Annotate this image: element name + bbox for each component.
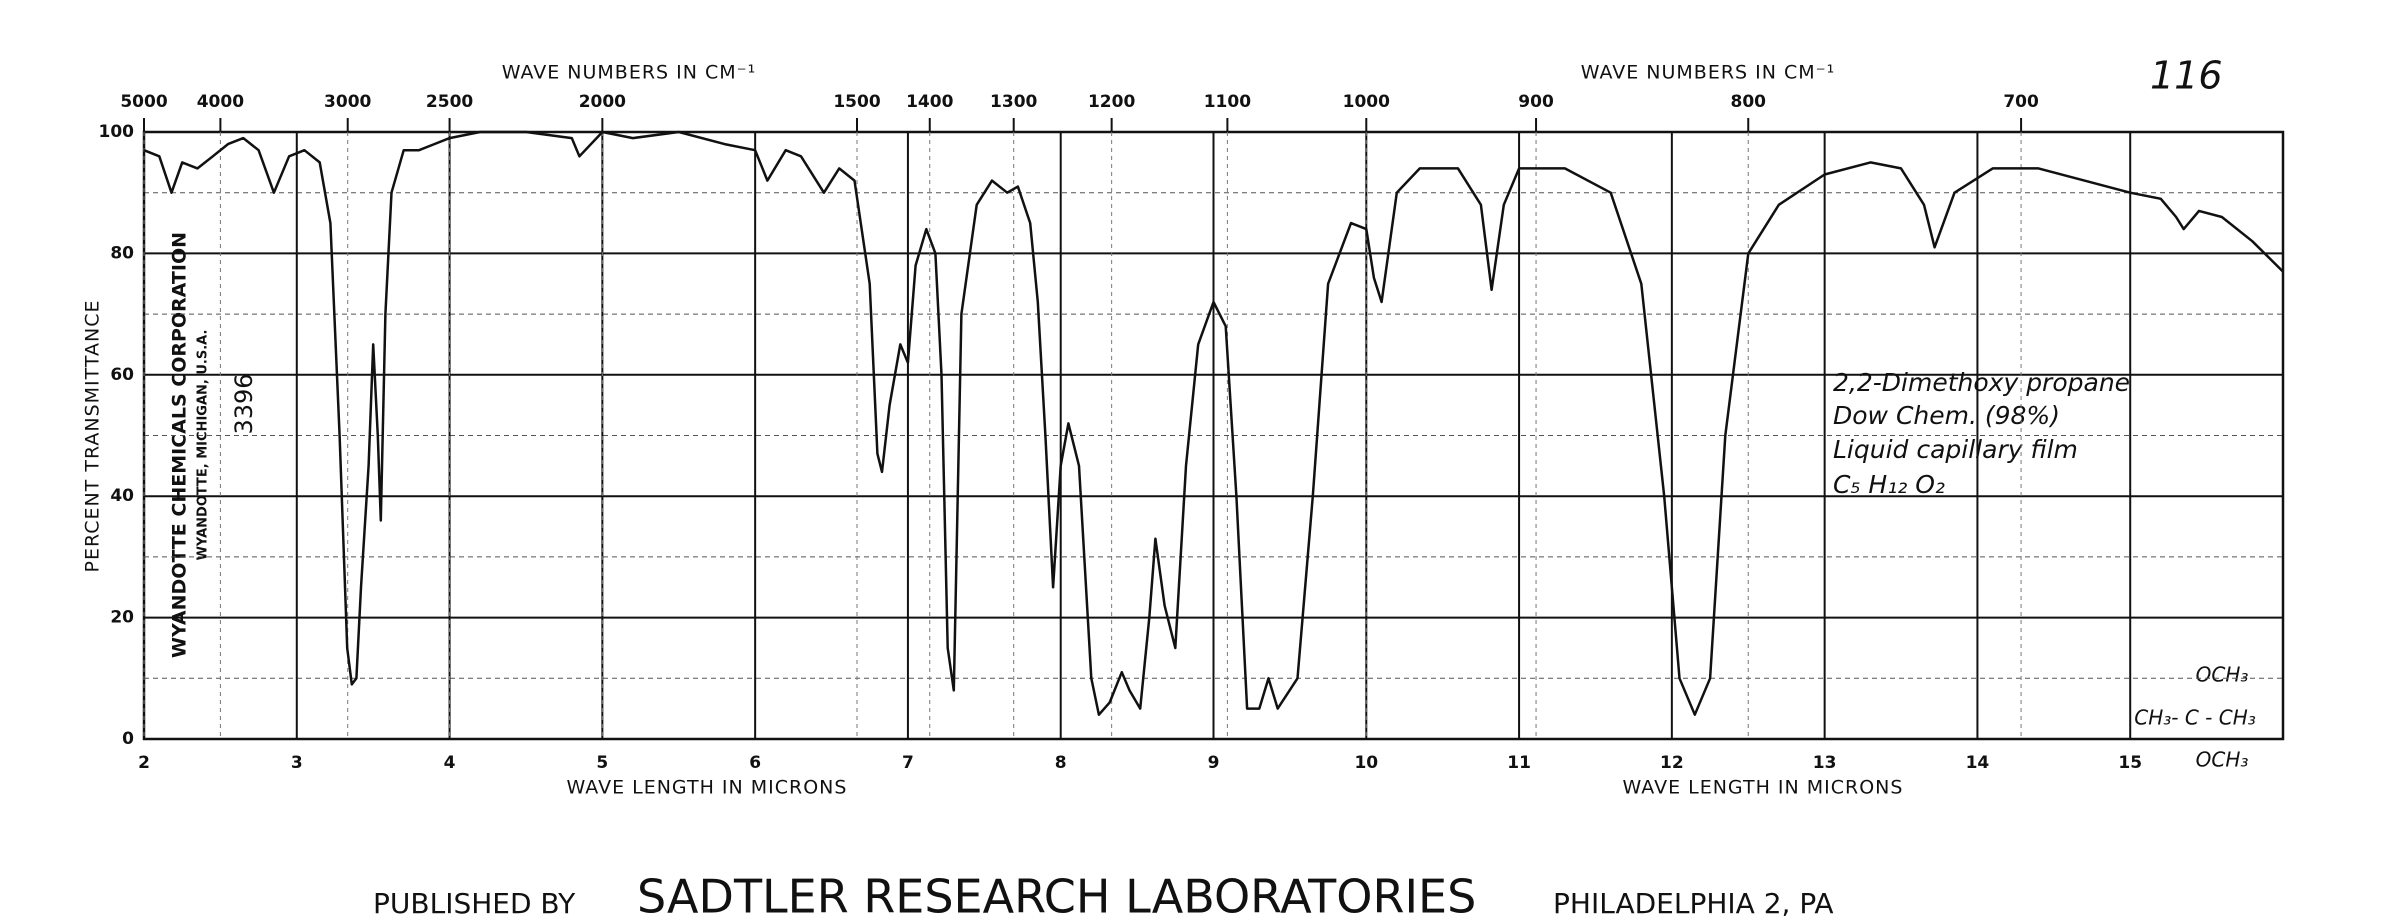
x2-tick-label: 700 <box>2003 92 2039 112</box>
x-tick-label: 7 <box>902 753 914 773</box>
catalog-number: 3396 <box>230 373 258 434</box>
x2-tick-label: 2000 <box>579 92 626 112</box>
x2-tick-label: 3000 <box>324 92 371 112</box>
footer-prefix: PUBLISHED BY <box>373 887 576 920</box>
location: WYANDOTTE, MICHIGAN, U.S.A. <box>196 330 211 561</box>
x2-tick-label: 900 <box>1518 92 1554 112</box>
structure: OCH₃ <box>2196 748 2249 772</box>
y-tick-label: 0 <box>122 729 134 749</box>
x-tick-label: 14 <box>1966 753 1990 773</box>
footer-city: PHILADELPHIA 2, PA <box>1553 887 1834 920</box>
x-tick-label: 12 <box>1660 753 1684 773</box>
x2-axis-label: WAVE NUMBERS IN CM⁻¹ <box>1581 62 1836 84</box>
x2-tick-label: 1200 <box>1088 92 1135 112</box>
y-tick-label: 20 <box>110 608 134 628</box>
sample-note: C₅ H₁₂ O₂ <box>1833 470 1945 499</box>
y-tick-label: 40 <box>110 486 134 506</box>
x2-tick-label: 1000 <box>1343 92 1390 112</box>
y-tick-label: 60 <box>110 365 134 385</box>
x2-tick-label: 1400 <box>906 92 953 112</box>
y-axis-label: PERCENT TRANSMITTANCE <box>82 299 104 572</box>
x2-tick-label: 1100 <box>1204 92 1251 112</box>
sample-note: 2,2-Dimethoxy propane <box>1833 368 2130 397</box>
x2-tick-label: 1500 <box>833 92 880 112</box>
x2-tick-label: 2500 <box>426 92 473 112</box>
x2-axis-label: WAVE NUMBERS IN CM⁻¹ <box>502 62 757 84</box>
x-tick-label: 6 <box>749 753 761 773</box>
structure: OCH₃ <box>2196 663 2249 687</box>
sample-note: Dow Chem. (98%) <box>1833 401 2060 430</box>
corporation: WYANDOTTE CHEMICALS CORPORATION <box>169 232 191 658</box>
y-tick-label: 80 <box>110 243 134 263</box>
x-tick-label: 8 <box>1055 753 1067 773</box>
x-axis-label: WAVE LENGTH IN MICRONS <box>567 777 848 799</box>
x-tick-label: 9 <box>1208 753 1220 773</box>
x-tick-label: 15 <box>2118 753 2142 773</box>
x2-tick-label: 800 <box>1731 92 1767 112</box>
sample-note: Liquid capillary film <box>1833 435 2078 464</box>
x-tick-label: 3 <box>291 753 303 773</box>
x-tick-label: 4 <box>444 753 456 773</box>
x2-tick-label: 4000 <box>197 92 244 112</box>
x-tick-label: 2 <box>138 753 150 773</box>
footer-name: SADTLER RESEARCH LABORATORIES <box>637 870 1476 921</box>
x-tick-label: 13 <box>1813 753 1837 773</box>
y-tick-label: 100 <box>99 122 135 142</box>
x2-tick-label: 5000 <box>120 92 167 112</box>
page-number: 116 <box>2150 54 2223 98</box>
x-tick-label: 10 <box>1354 753 1378 773</box>
x2-tick-label: 1300 <box>990 92 1037 112</box>
structure: CH₃- C - CH₃ <box>2134 706 2256 730</box>
x-tick-label: 5 <box>596 753 608 773</box>
x-axis-label: WAVE LENGTH IN MICRONS <box>1623 777 1904 799</box>
x-tick-label: 11 <box>1507 753 1531 773</box>
spectrum-line <box>143 130 2284 716</box>
